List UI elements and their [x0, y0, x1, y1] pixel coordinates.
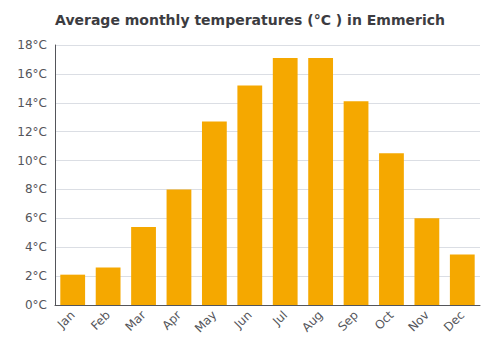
svg-text:2°C: 2°C	[25, 269, 47, 283]
svg-text:12°C: 12°C	[17, 125, 47, 139]
svg-text:Apr: Apr	[159, 308, 184, 333]
svg-text:8°C: 8°C	[25, 182, 47, 196]
svg-text:Jul: Jul	[269, 308, 290, 329]
svg-text:May: May	[192, 308, 219, 335]
svg-text:Sep: Sep	[335, 308, 361, 334]
svg-text:Dec: Dec	[441, 308, 467, 334]
svg-text:Oct: Oct	[372, 308, 397, 333]
svg-text:10°C: 10°C	[17, 154, 47, 168]
svg-text:14°C: 14°C	[17, 96, 47, 110]
svg-text:Nov: Nov	[405, 308, 431, 334]
svg-text:Jun: Jun	[231, 308, 255, 332]
svg-text:Mar: Mar	[123, 308, 149, 334]
svg-text:Jan: Jan	[54, 308, 78, 332]
svg-text:16°C: 16°C	[17, 67, 47, 81]
svg-text:4°C: 4°C	[25, 240, 47, 254]
svg-text:18°C: 18°C	[17, 38, 47, 52]
svg-text:0°C: 0°C	[25, 298, 47, 312]
svg-text:Feb: Feb	[88, 308, 113, 333]
svg-text:Average monthly temperatures (: Average monthly temperatures (°C ) in Em…	[55, 12, 445, 28]
svg-text:6°C: 6°C	[25, 211, 47, 225]
svg-text:Aug: Aug	[299, 308, 325, 334]
